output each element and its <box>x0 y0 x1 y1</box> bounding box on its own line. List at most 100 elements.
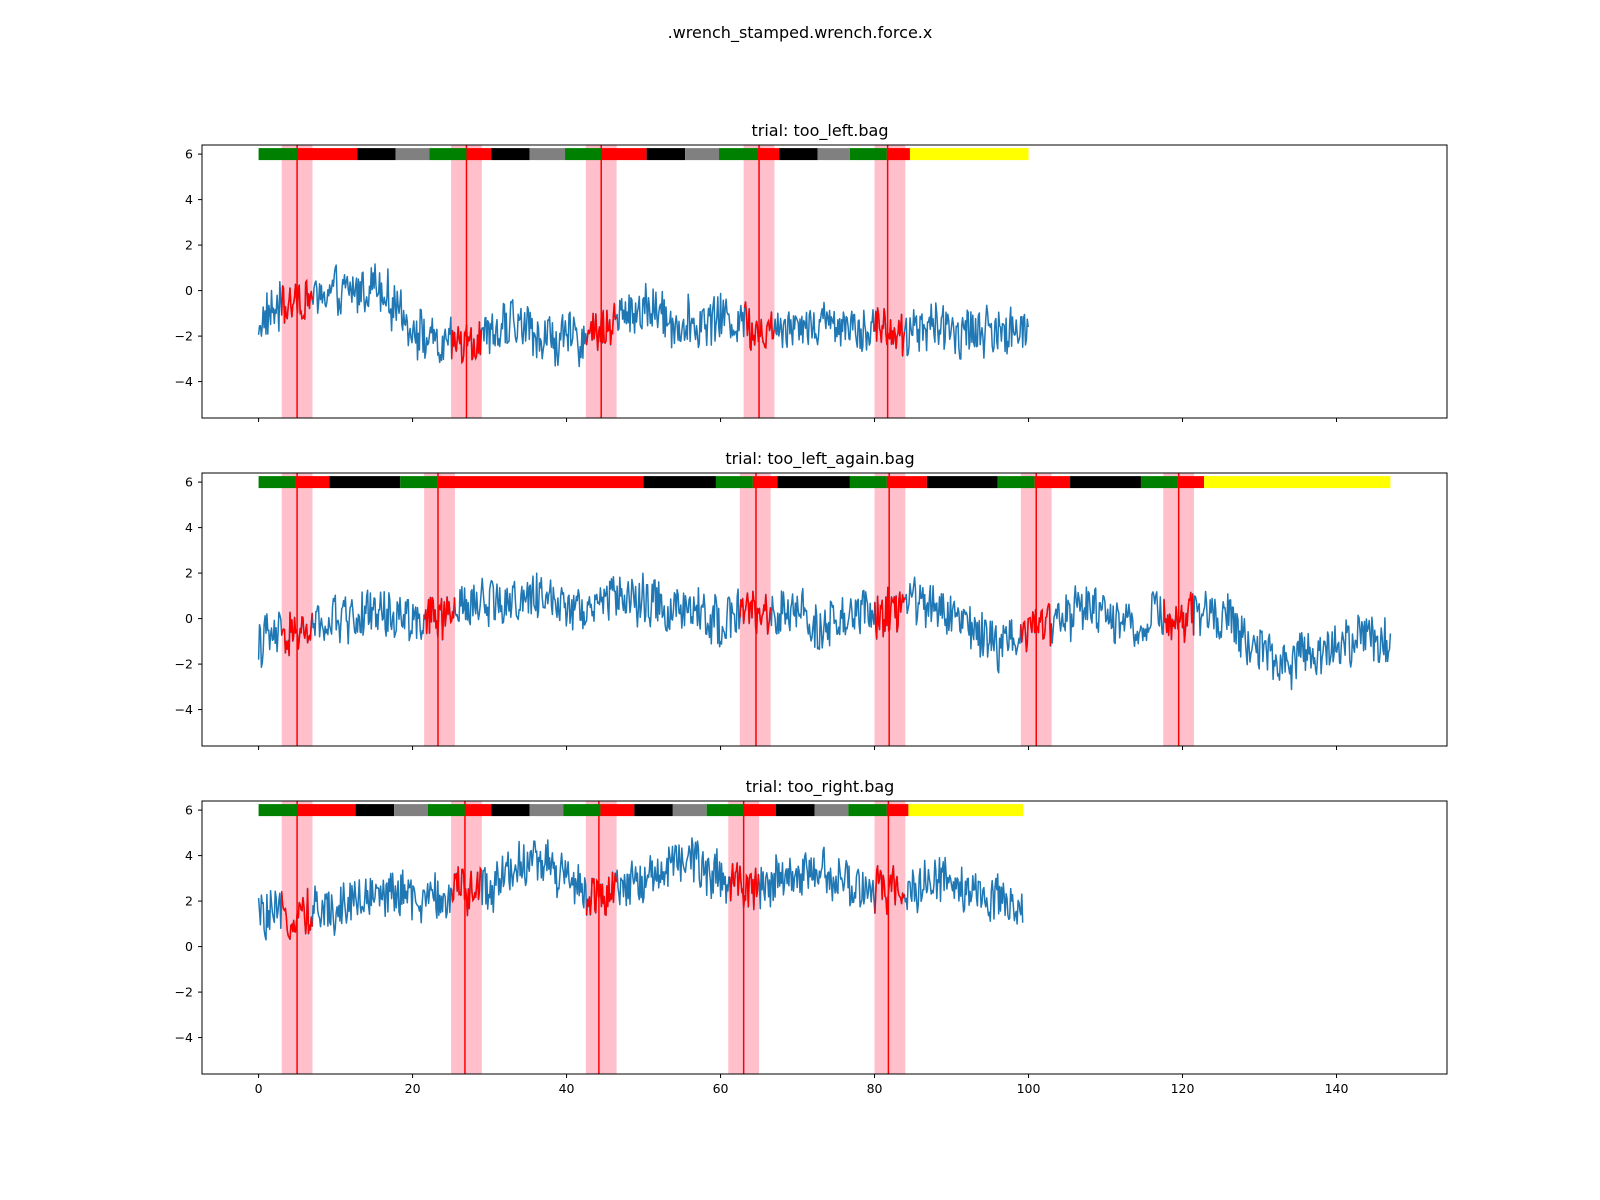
x-tick-label: 140 <box>1325 1081 1349 1096</box>
y-tick-label: 2 <box>185 894 193 909</box>
phase-segment <box>529 804 564 817</box>
phase-segment <box>1204 476 1391 489</box>
plot-area <box>257 145 1029 418</box>
phase-segment <box>685 148 720 161</box>
phase-segment <box>297 804 356 817</box>
x-tick-label: 0 <box>255 1081 263 1096</box>
phase-segment <box>491 148 530 161</box>
x-tick-label: 120 <box>1171 1081 1195 1096</box>
phase-segment <box>909 148 1029 161</box>
subplot-title: trial: too_left_again.bag <box>725 449 914 469</box>
highlighted-signal-line <box>874 307 906 357</box>
phase-segment <box>777 476 850 489</box>
y-tick-label: −2 <box>175 657 193 672</box>
x-tick-label: 20 <box>405 1081 421 1096</box>
phase-segment <box>600 804 635 817</box>
phase-segment <box>529 148 566 161</box>
phase-segment <box>329 476 401 489</box>
phase-segment <box>1140 476 1178 489</box>
phase-segment <box>886 476 927 489</box>
phase-segment <box>706 804 744 817</box>
phase-segment <box>634 804 673 817</box>
subplot-too-left: trial: too_left.bag −4 −2 0 2 4 6 <box>175 121 1448 422</box>
figure-title: .wrench_stamped.wrench.force.x <box>668 23 933 43</box>
phase-segment <box>926 476 998 489</box>
phase-segment <box>886 804 909 817</box>
phase-segment <box>775 804 815 817</box>
y-tick-label: 2 <box>185 238 193 253</box>
highlighted-signal-line <box>450 865 482 916</box>
y-tick-label: 6 <box>185 147 193 162</box>
phase-segment <box>297 148 358 161</box>
x-tick-label: 40 <box>559 1081 575 1096</box>
axes-frame <box>201 800 1448 1075</box>
phase-segment <box>491 804 530 817</box>
y-tick-label: 6 <box>185 803 193 818</box>
phase-segment <box>672 804 707 817</box>
axes-frame <box>201 472 1448 747</box>
phase-segment <box>997 476 1035 489</box>
phase-segment <box>400 476 438 489</box>
phase-segment <box>355 804 395 817</box>
y-tick-label: 2 <box>185 566 193 581</box>
highlighted-signal-line <box>424 596 456 641</box>
y-tick-label: 0 <box>185 283 193 298</box>
y-tick-label: 4 <box>185 192 193 207</box>
y-tick-label: −2 <box>175 329 193 344</box>
phase-segment <box>464 804 492 817</box>
phase-segment <box>357 148 396 161</box>
phase-segment <box>646 148 686 161</box>
phase-segment <box>849 148 887 161</box>
phase-segment <box>565 148 602 161</box>
axes-frame <box>201 144 1448 419</box>
phase-segment <box>1034 476 1071 489</box>
highlight-window <box>874 801 906 1074</box>
phase-segment <box>466 148 492 161</box>
phase-segment <box>779 148 818 161</box>
highlighted-signal-line <box>739 591 772 635</box>
x-tick-label: 100 <box>1017 1081 1041 1096</box>
subplot-title: trial: too_left.bag <box>752 121 889 141</box>
y-tick-label: 0 <box>185 611 193 626</box>
phase-segment <box>395 148 430 161</box>
phase-segment <box>908 804 1024 817</box>
phase-segment <box>295 476 330 489</box>
phase-segment <box>258 148 298 161</box>
highlight-window <box>585 801 617 1074</box>
highlight-window <box>874 145 906 418</box>
highlighted-signal-line <box>585 872 617 917</box>
y-tick-label: 4 <box>185 848 193 863</box>
y-tick-label: −2 <box>175 985 193 1000</box>
phase-segment <box>601 148 647 161</box>
phase-segment <box>437 476 644 489</box>
subplot-title: trial: too_right.bag <box>746 777 895 797</box>
highlight-window <box>451 801 482 1074</box>
y-tick-label: −4 <box>175 374 193 389</box>
phase-segment <box>849 476 887 489</box>
phase-segment <box>715 476 753 489</box>
phase-segment <box>258 804 298 817</box>
y-tick-label: −4 <box>175 1030 193 1045</box>
plot-area <box>257 473 1392 746</box>
y-tick-label: 4 <box>185 520 193 535</box>
x-tick-label: 60 <box>713 1081 729 1096</box>
x-tick-label: 80 <box>867 1081 883 1096</box>
phase-segment <box>1177 476 1205 489</box>
phase-segment <box>814 804 849 817</box>
phase-segment <box>427 804 465 817</box>
phase-segment <box>752 476 778 489</box>
phase-segment <box>429 148 467 161</box>
y-tick-label: −4 <box>175 702 193 717</box>
phase-segment <box>643 476 716 489</box>
plot-area <box>257 801 1024 1074</box>
phase-segment <box>743 804 776 817</box>
phase-segment <box>719 148 758 161</box>
phase-segment <box>886 148 910 161</box>
y-tick-label: 6 <box>185 475 193 490</box>
subplot-too-left-again: trial: too_left_again.bag −4 −2 0 2 4 6 <box>175 449 1448 750</box>
phase-segment <box>848 804 887 817</box>
phase-segment <box>394 804 428 817</box>
